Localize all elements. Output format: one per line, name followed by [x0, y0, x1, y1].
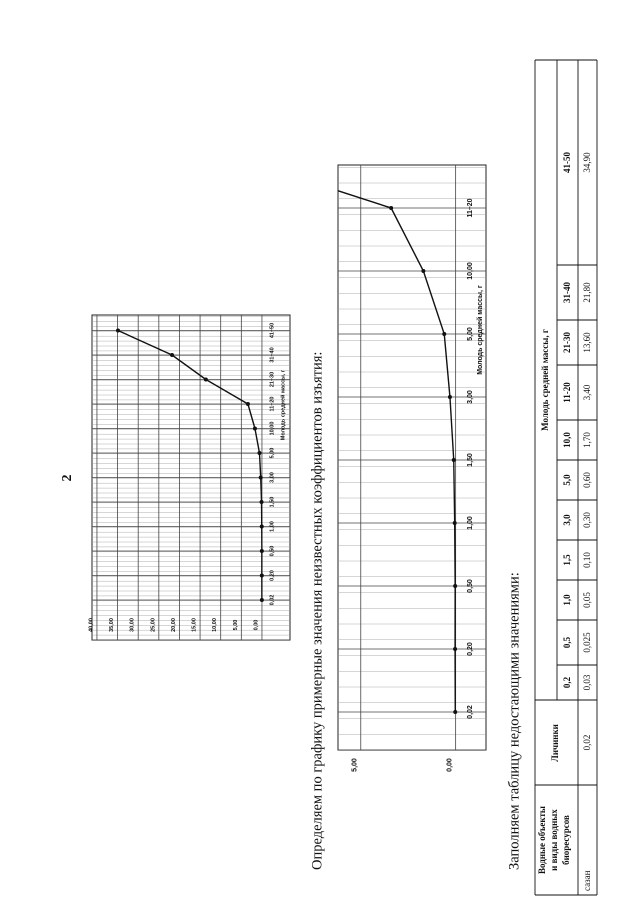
data-point: [245, 402, 250, 406]
data-point: [389, 206, 394, 210]
x-tick-label: 0,50: [467, 579, 474, 593]
table-header: Личинки: [550, 724, 560, 762]
table-cell: 1,70: [582, 432, 592, 448]
data-line: [338, 165, 456, 713]
data-point: [452, 521, 457, 525]
x-tick-label: 0,02: [467, 705, 474, 719]
paragraph: Определяем по графику примерные значения…: [309, 352, 325, 870]
data-point: [453, 710, 458, 714]
x-tick-label: 3,00: [467, 390, 474, 404]
table-header: 5,0: [562, 474, 572, 486]
table-cell: 0,60: [582, 472, 592, 488]
y-tick-label: 0,00: [253, 620, 259, 631]
x-tick-label: 0,20: [467, 642, 474, 656]
data-point: [259, 549, 264, 553]
table-cell: 0,05: [582, 592, 592, 608]
table-cell: 0,30: [582, 512, 592, 528]
x-tick-label: 31–40: [269, 347, 275, 362]
x-tick-label: 5,00: [467, 327, 474, 341]
data-point: [421, 269, 426, 273]
x-tick-label: 11–20: [467, 198, 474, 217]
table-header: Молодь средней массы, г: [540, 329, 550, 431]
table-cell: 21,80: [582, 282, 592, 303]
x-tick-label: 3,00: [269, 472, 275, 483]
data-point: [259, 573, 264, 578]
table-header: 21-30: [562, 332, 572, 353]
x-axis-label: Молодь средней массы, г: [476, 285, 484, 375]
x-tick-label: 5,00: [269, 448, 275, 459]
table-cell: сазан: [582, 870, 592, 891]
data-point: [453, 584, 458, 588]
data-point: [203, 377, 208, 382]
x-axis-label: Молодь средней массы, г: [279, 369, 286, 440]
x-tick-label: 0,02: [269, 595, 275, 606]
data-point: [252, 426, 257, 431]
table-header: 0,2: [562, 676, 572, 688]
y-tick-label: 5,00: [352, 758, 359, 772]
table-header: 10,0: [562, 432, 572, 448]
paragraph: Заполняем таблицу недостающими значениям…: [506, 572, 522, 870]
y-tick-label: 15,00: [192, 618, 198, 632]
y-tick-label: 20,00: [171, 618, 177, 632]
page-number: 2: [60, 475, 75, 482]
x-tick-label: 1,50: [467, 453, 474, 467]
x-tick-label: 1,00: [269, 521, 275, 532]
data-line: [117, 329, 263, 601]
plot-area: [92, 315, 290, 640]
x-tick-label: 0,50: [269, 546, 275, 557]
data-point: [170, 353, 175, 357]
x-tick-label: 21–30: [269, 372, 275, 387]
table-header: 1,5: [562, 554, 572, 566]
x-tick-label: 41–50: [269, 323, 275, 338]
table-cell: 13,60: [582, 332, 592, 353]
data-point: [453, 647, 458, 651]
table-header: 31-40: [562, 282, 572, 303]
data-point: [257, 451, 262, 455]
table-header: 1,0: [562, 594, 572, 606]
x-tick-label: 1,50: [269, 497, 275, 508]
table-header: биоресурсов: [561, 815, 571, 865]
data-point: [259, 524, 264, 529]
data-point: [447, 395, 452, 399]
table-cell: 0,10: [582, 552, 592, 568]
y-tick-label: 10,00: [212, 618, 218, 632]
table-header: 41-50: [562, 152, 572, 173]
y-tick-label: 35,00: [109, 618, 115, 632]
x-tick-label: 0,20: [269, 570, 275, 581]
y-tick-label: 25,00: [150, 618, 156, 632]
table-cell: 0,02: [582, 735, 592, 751]
x-tick-label: 10,00: [269, 422, 275, 436]
x-tick-label: 10,00: [467, 262, 474, 280]
plot-area: [40, 80, 486, 750]
table-header: и виды водных: [549, 809, 559, 871]
table-header: 0,5: [562, 636, 572, 648]
y-tick-label: 0,00: [446, 758, 453, 772]
data-point: [258, 475, 263, 480]
data-point: [259, 598, 264, 602]
table-header: Водные объекты: [537, 806, 547, 874]
rotated-content: 2 Определяем по графику примерные значени…: [40, 59, 598, 896]
data-point: [115, 328, 120, 333]
data-point: [40, 80, 44, 84]
table-header: 3,0: [562, 514, 572, 526]
x-tick-label: 1,00: [467, 516, 474, 530]
y-tick-label: 30,00: [130, 618, 136, 632]
y-tick-label: 40,00: [88, 618, 94, 632]
table-header: 11-20: [562, 382, 572, 403]
table-cell: 3,40: [582, 384, 592, 400]
plot-frame: [337, 164, 487, 751]
x-tick-label: 11–20: [269, 397, 275, 412]
table-cell: 0,025: [582, 632, 592, 653]
chart: 0,00 5,00 0,02 0,20 0,50 1,00 1,50 3,00 5,00 10,0…: [40, 80, 487, 772]
data-point: [196, 143, 200, 147]
chart: 0,00 5,00 10,00 15,00 20,00 25,00 30,00 35,00 40…: [88, 314, 291, 641]
y-tick-label: 5,00: [233, 620, 239, 631]
data-point: [259, 500, 264, 504]
data-point: [451, 458, 456, 462]
table: Водные объекты и виды водных биоресурсов Ли…: [534, 59, 598, 896]
table-cell: 34,90: [582, 152, 592, 173]
data-point: [442, 332, 447, 336]
table-cell: 0,03: [582, 674, 592, 690]
